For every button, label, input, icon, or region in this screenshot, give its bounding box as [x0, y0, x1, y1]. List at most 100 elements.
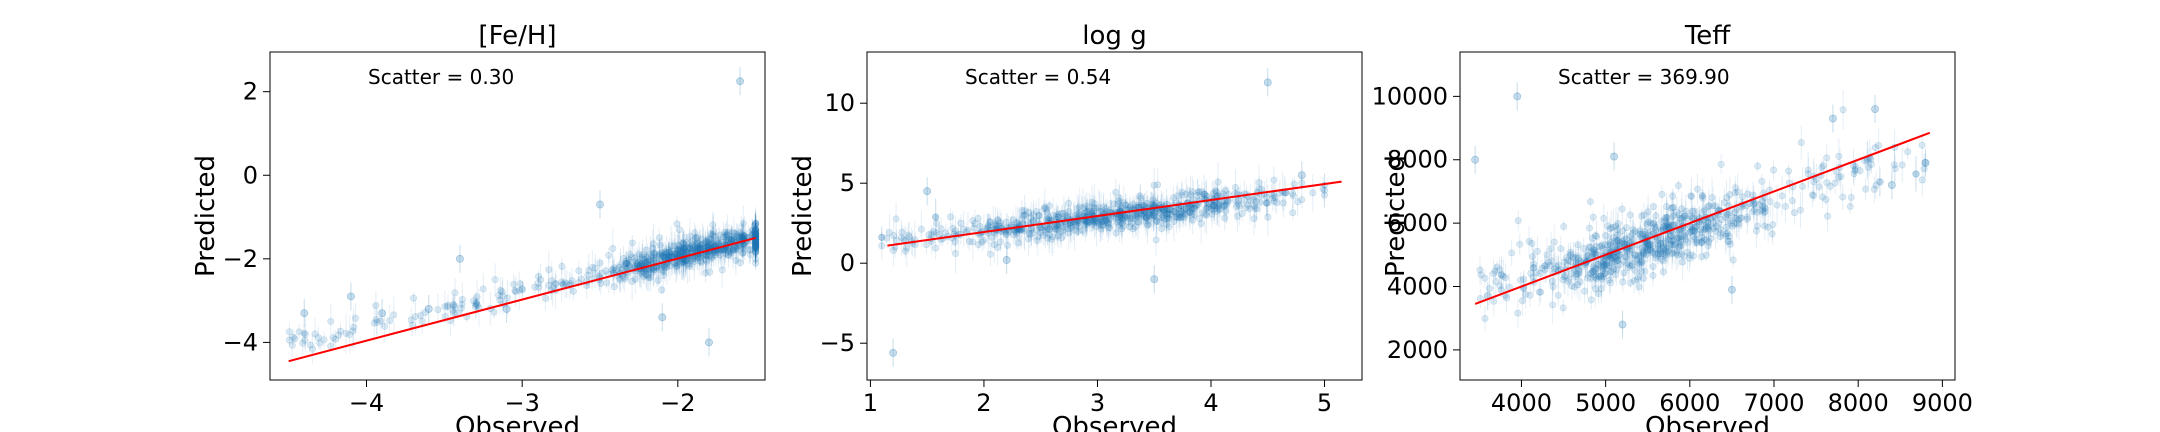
data-point: [752, 235, 760, 261]
data-point: [687, 237, 695, 264]
data-point: [649, 256, 657, 287]
data-point: [752, 212, 760, 252]
data-point: [650, 238, 658, 268]
data-point: [752, 229, 760, 259]
data-point: [619, 246, 627, 271]
data-point: [390, 296, 398, 333]
data-point: [650, 238, 658, 277]
data-point: [752, 224, 760, 259]
data-point: [1898, 147, 1906, 183]
data-point: [682, 233, 690, 269]
data-point: [655, 238, 663, 273]
data-point: [696, 254, 704, 263]
data-point: [1514, 210, 1522, 231]
data-point: [628, 234, 636, 252]
data-point: [491, 263, 499, 297]
data-point: [709, 215, 717, 254]
data-point: [450, 298, 458, 328]
data-point: [605, 247, 613, 263]
data-point: [516, 279, 524, 289]
data-point: [473, 296, 481, 309]
data-point: [702, 242, 710, 277]
data-point: [655, 228, 663, 248]
data-point: [725, 246, 733, 257]
outlier-point: [1471, 145, 1480, 174]
data-point: [608, 253, 616, 287]
data-point: [498, 280, 506, 303]
data-point: [738, 215, 746, 254]
data-point: [702, 248, 710, 263]
data-point: [643, 253, 651, 262]
data-point: [690, 242, 698, 281]
data-point: [665, 245, 673, 270]
data-point: [737, 230, 745, 262]
data-point: [285, 322, 293, 341]
data-point: [666, 251, 674, 281]
panel-teff: 4000 5000 6000 7000 8000 9000 200040006000800…: [1372, 21, 1973, 432]
data-point: [596, 257, 604, 268]
data-point: [636, 259, 644, 288]
data-point: [681, 233, 689, 264]
data-point: [752, 223, 760, 264]
data-point: [679, 231, 687, 258]
data-point: [683, 238, 691, 259]
data-point: [732, 229, 740, 269]
data-point: [696, 230, 704, 266]
data-point: [673, 252, 681, 281]
outlier-point: [1921, 148, 1930, 177]
data-point: [300, 325, 308, 342]
data-point: [534, 272, 542, 294]
data-point: [732, 245, 740, 276]
data-point: [639, 239, 647, 279]
data-point: [541, 285, 549, 311]
data-point: [664, 241, 672, 264]
panel-feh: −4 −3 −2 −4−202 [Fe/H] Scatter = 0.30 Obse…: [191, 21, 766, 432]
data-point: [708, 235, 716, 250]
data-point: [736, 258, 744, 267]
data-point: [583, 272, 591, 299]
data-point: [418, 309, 426, 334]
y-tick-label: −2: [223, 245, 258, 273]
data-point: [615, 267, 623, 290]
data-point: [386, 304, 394, 337]
data-point: [675, 236, 683, 274]
data-point: [444, 294, 452, 316]
data-point: [671, 254, 679, 273]
outlier-point: [455, 244, 464, 273]
data-point: [1309, 174, 1317, 212]
data-point: [616, 268, 624, 292]
outlier-point: [1002, 246, 1011, 274]
data-point: [1729, 252, 1737, 268]
data-point: [584, 261, 592, 289]
data-point: [752, 238, 760, 254]
chart-title: log g: [1082, 21, 1146, 51]
data-point: [679, 231, 687, 268]
data-point: [739, 205, 747, 242]
data-point: [499, 276, 507, 315]
outlier-point: [923, 177, 932, 206]
data-point: [549, 268, 557, 307]
data-point: [647, 262, 655, 292]
data-point: [702, 234, 710, 248]
data-point: [681, 250, 689, 272]
data-point: [733, 244, 741, 253]
data-point: [679, 229, 687, 269]
outlier-points: [300, 67, 745, 357]
data-point: [734, 224, 742, 250]
data-point: [346, 315, 354, 354]
data-point: [670, 239, 678, 270]
data-point: [682, 246, 690, 276]
data-point: [644, 243, 652, 280]
data-point: [1839, 89, 1847, 130]
scatter-annotation: Scatter = 0.30: [368, 65, 514, 89]
chart-title: Teff: [1684, 21, 1731, 51]
data-point: [752, 234, 760, 260]
scatter-annotation: Scatter = 369.90: [1558, 65, 1730, 89]
data-point: [692, 225, 700, 250]
data-point: [691, 222, 699, 244]
data-point: [752, 218, 760, 247]
data-point: [457, 301, 465, 315]
data-point: [659, 266, 667, 275]
data-point: [1876, 168, 1884, 197]
data-point: [752, 242, 760, 253]
